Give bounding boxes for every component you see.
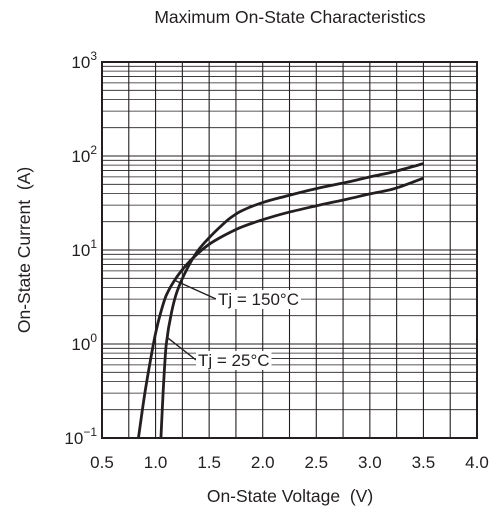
x-tick-label: 4.0: [465, 453, 489, 472]
y-tick-labels: 103 102 101 100 10−1: [64, 49, 97, 448]
y-tick-label: 100: [71, 331, 97, 354]
curves: [137, 162, 424, 439]
y-axis-label: On-State Current (A): [14, 167, 34, 333]
annotations: Tj = 150°C Tj = 25°C: [166, 279, 301, 370]
x-tick-label: 2.0: [251, 453, 275, 472]
plot-grid: [101, 62, 478, 439]
annotation-leader: [174, 279, 217, 300]
annotation-label: Tj = 25°C: [198, 351, 270, 370]
x-tick-label: 1.5: [197, 453, 221, 472]
chart-title: Maximum On-State Characteristics: [154, 7, 426, 27]
x-tick-label: 1.0: [144, 453, 168, 472]
x-tick-label: 3.5: [412, 453, 436, 472]
x-tick-label: 0.5: [90, 453, 114, 472]
y-tick-label: 101: [71, 237, 97, 260]
annotation-label: Tj = 150°C: [218, 290, 299, 309]
plot-frame: [101, 61, 478, 439]
x-tick-label: 2.5: [304, 453, 328, 472]
y-tick-label: 10−1: [64, 425, 97, 448]
y-tick-label: 103: [71, 49, 97, 72]
x-axis-label: On-State Voltage (V): [207, 486, 373, 506]
annotation-label-bg: [196, 351, 272, 370]
annotation-label-bg: [216, 290, 301, 309]
annotation-leader: [166, 337, 197, 361]
y-tick-label: 102: [71, 143, 97, 166]
x-tick-label: 3.0: [358, 453, 382, 472]
x-tick-labels: 0.5 1.0 1.5 2.0 2.5 3.0 3.5 4.0: [90, 453, 489, 472]
series-curve-0: [137, 176, 424, 439]
series-curve-1: [159, 162, 424, 439]
